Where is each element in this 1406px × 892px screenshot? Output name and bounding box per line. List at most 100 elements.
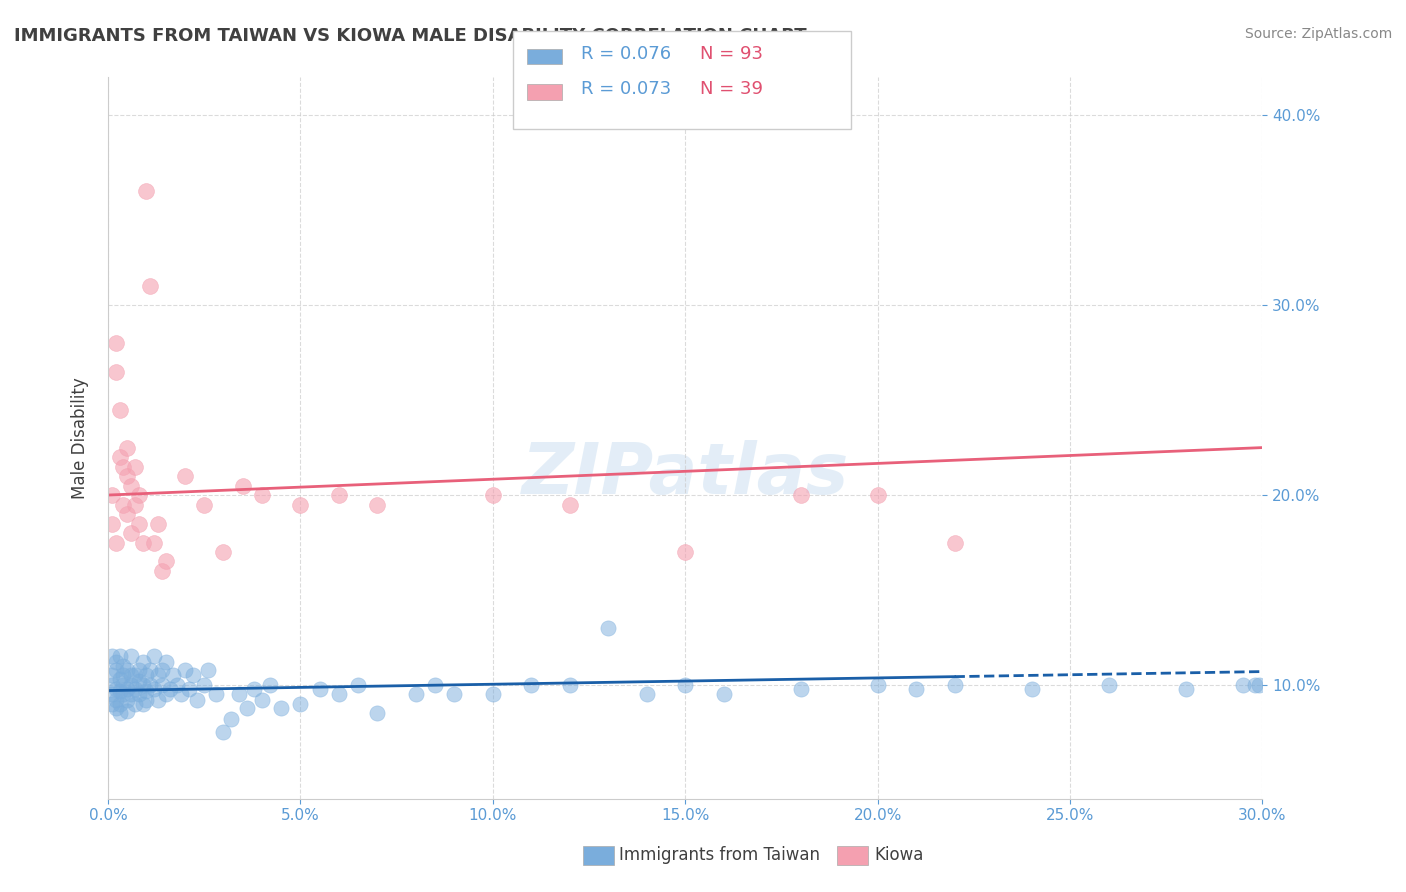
- Point: [366, 706, 388, 721]
- Point: [101, 697, 124, 711]
- Point: [108, 672, 131, 686]
- Point: [1243, 678, 1265, 692]
- Text: N = 93: N = 93: [700, 45, 763, 62]
- Point: [139, 663, 162, 677]
- Point: [128, 663, 150, 677]
- Point: [146, 693, 169, 707]
- Point: [115, 469, 138, 483]
- Point: [1232, 678, 1254, 692]
- Point: [146, 516, 169, 531]
- Point: [143, 535, 166, 549]
- Point: [128, 516, 150, 531]
- Point: [197, 663, 219, 677]
- Point: [328, 687, 350, 701]
- Point: [366, 498, 388, 512]
- Point: [146, 668, 169, 682]
- Point: [943, 678, 966, 692]
- Point: [135, 683, 157, 698]
- Point: [186, 693, 208, 707]
- Point: [212, 725, 235, 739]
- Point: [115, 663, 138, 677]
- Point: [308, 681, 330, 696]
- Text: Kiowa: Kiowa: [875, 847, 924, 864]
- Point: [150, 678, 173, 692]
- Point: [104, 655, 127, 669]
- Text: R = 0.073: R = 0.073: [581, 80, 671, 98]
- Point: [135, 184, 157, 198]
- Point: [328, 488, 350, 502]
- Point: [155, 655, 177, 669]
- Text: N = 39: N = 39: [700, 80, 763, 98]
- Point: [159, 681, 181, 696]
- Point: [112, 687, 135, 701]
- Point: [104, 681, 127, 696]
- Point: [423, 678, 446, 692]
- Point: [219, 712, 242, 726]
- Point: [120, 678, 142, 692]
- Point: [150, 663, 173, 677]
- Point: [174, 663, 197, 677]
- Point: [131, 697, 153, 711]
- Point: [174, 469, 197, 483]
- Point: [124, 681, 146, 696]
- Point: [482, 488, 505, 502]
- Point: [131, 655, 153, 669]
- Point: [290, 498, 312, 512]
- Point: [108, 683, 131, 698]
- Point: [135, 668, 157, 682]
- Point: [235, 700, 257, 714]
- Point: [177, 681, 200, 696]
- Point: [135, 693, 157, 707]
- Point: [101, 488, 124, 502]
- Point: [166, 678, 188, 692]
- Point: [405, 687, 427, 701]
- Point: [115, 693, 138, 707]
- Point: [128, 687, 150, 701]
- Text: Immigrants from Taiwan: Immigrants from Taiwan: [619, 847, 820, 864]
- Point: [124, 498, 146, 512]
- Point: [112, 659, 135, 673]
- Point: [101, 649, 124, 664]
- Point: [143, 649, 166, 664]
- Point: [112, 498, 135, 512]
- Point: [155, 687, 177, 701]
- Y-axis label: Male Disability: Male Disability: [72, 377, 89, 499]
- Text: ZIPatlas: ZIPatlas: [522, 440, 849, 508]
- Point: [143, 681, 166, 696]
- Point: [155, 554, 177, 568]
- Point: [181, 668, 204, 682]
- Point: [243, 681, 266, 696]
- Point: [115, 681, 138, 696]
- Point: [128, 674, 150, 689]
- Point: [558, 498, 581, 512]
- Point: [482, 687, 505, 701]
- Point: [108, 450, 131, 464]
- Point: [232, 478, 254, 492]
- Point: [943, 535, 966, 549]
- Point: [104, 693, 127, 707]
- Point: [204, 687, 226, 701]
- Point: [162, 668, 184, 682]
- Point: [104, 535, 127, 549]
- Point: [250, 488, 273, 502]
- Point: [104, 365, 127, 379]
- Point: [120, 649, 142, 664]
- Point: [193, 498, 215, 512]
- Point: [673, 545, 696, 559]
- Point: [120, 668, 142, 682]
- Point: [290, 697, 312, 711]
- Point: [104, 336, 127, 351]
- Point: [108, 649, 131, 664]
- Point: [789, 488, 811, 502]
- Point: [104, 663, 127, 677]
- Point: [270, 700, 292, 714]
- Point: [150, 564, 173, 578]
- Point: [139, 678, 162, 692]
- Point: [1021, 681, 1043, 696]
- Point: [905, 681, 928, 696]
- Point: [120, 526, 142, 541]
- Point: [120, 687, 142, 701]
- Point: [212, 545, 235, 559]
- Point: [443, 687, 465, 701]
- Point: [520, 678, 543, 692]
